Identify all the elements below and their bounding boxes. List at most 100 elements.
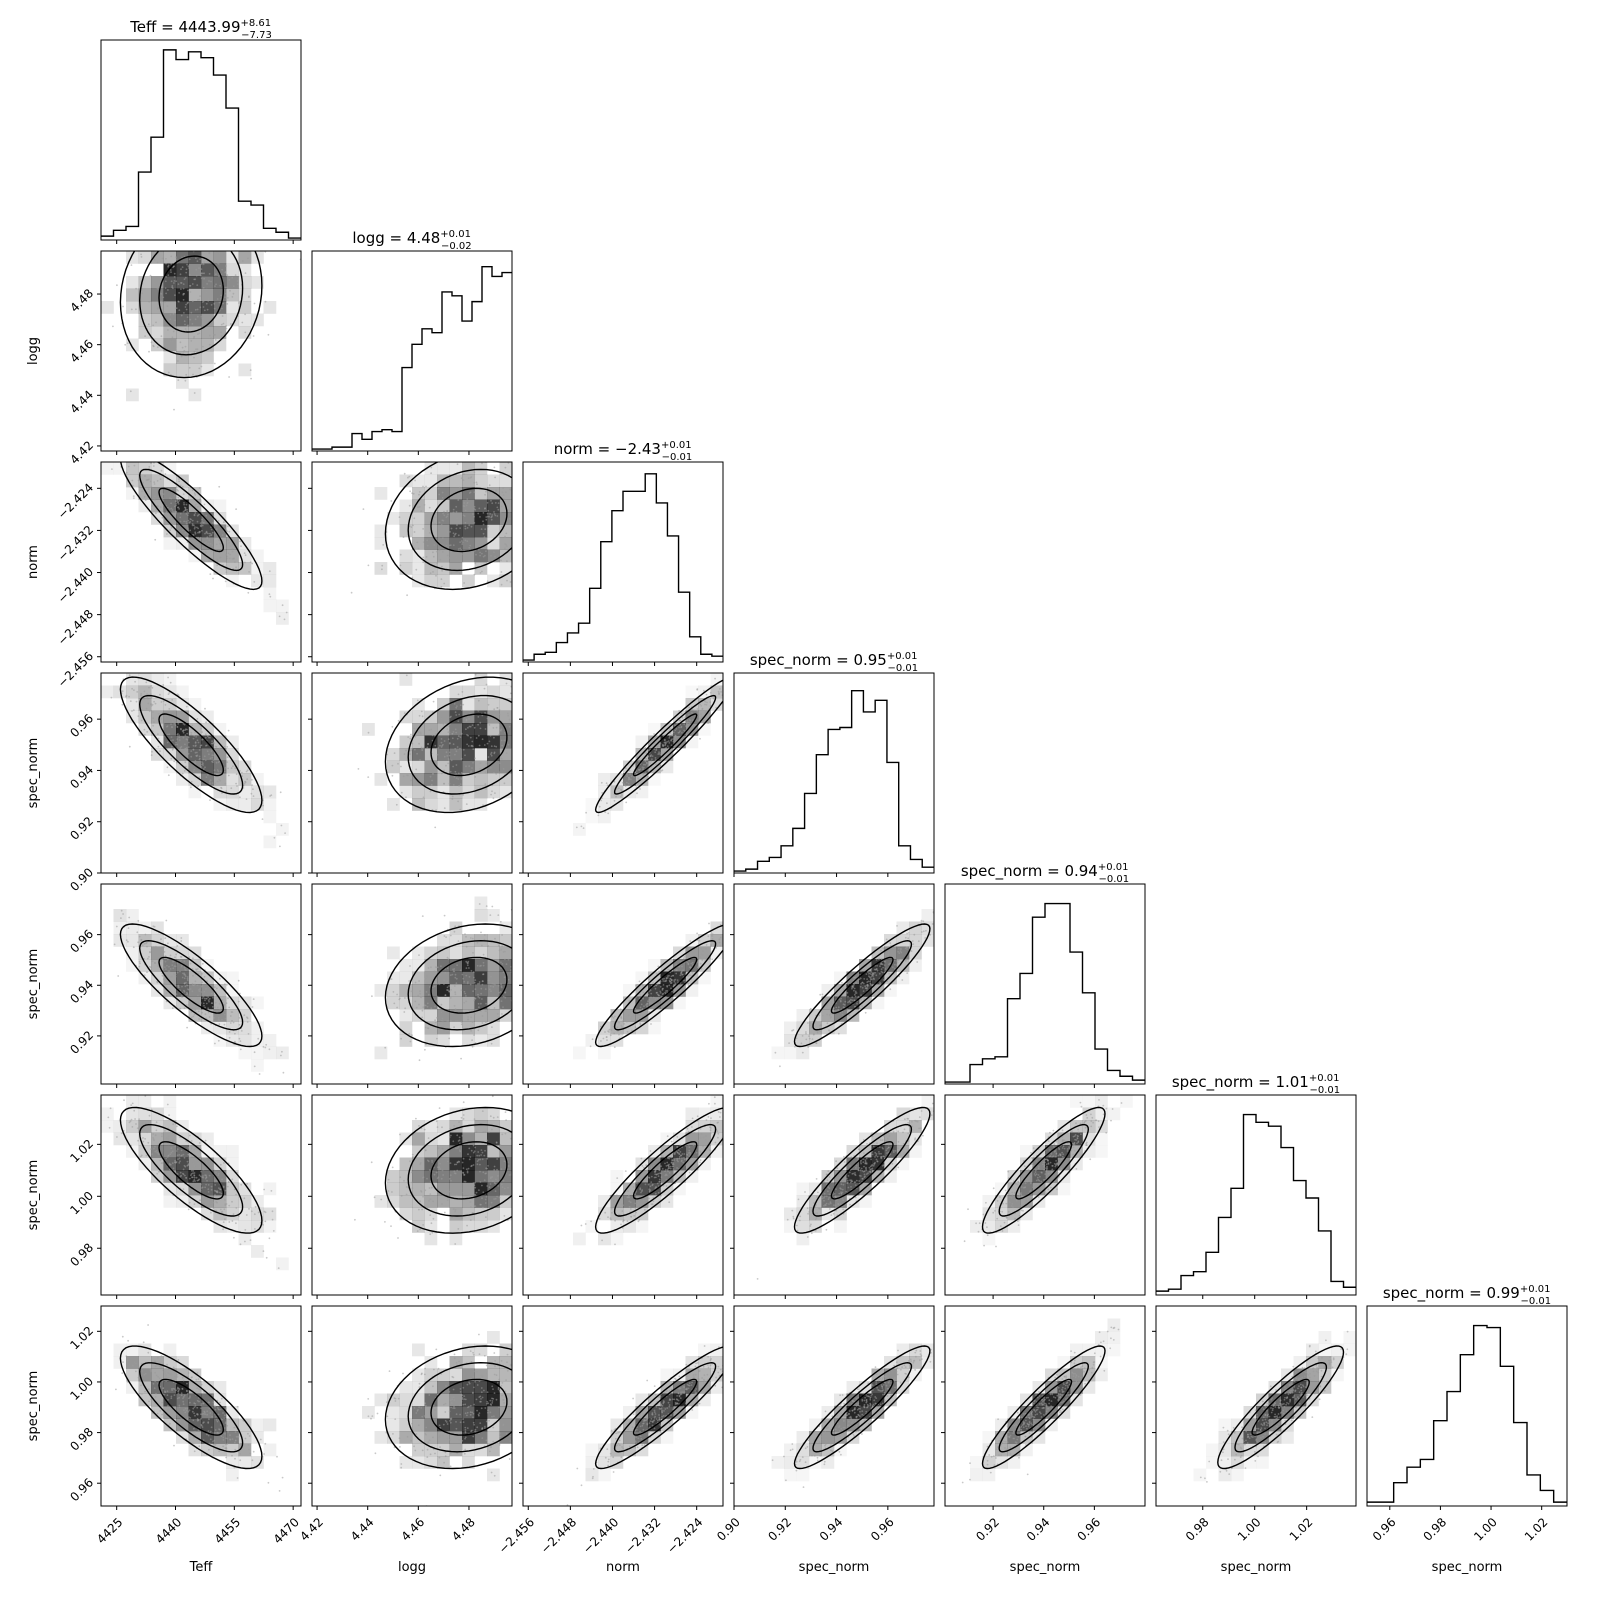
contour <box>1251 1378 1310 1436</box>
y-tick-label: 4.44 <box>67 388 96 417</box>
scatter-panel-5-4 <box>941 1094 1146 1299</box>
panel-frame <box>522 883 724 1085</box>
contour <box>812 939 913 1031</box>
y-tick-label: −2.432 <box>55 523 96 564</box>
contour <box>594 679 723 814</box>
contour <box>407 939 512 1031</box>
panel-frame <box>100 672 302 874</box>
contour <box>138 694 244 795</box>
contour <box>138 468 244 572</box>
title-plus: +0.01 <box>661 440 692 451</box>
scatter-panel-6-1 <box>308 1305 513 1510</box>
panel-frame <box>522 1305 724 1507</box>
x-tick-label: −2.432 <box>622 1515 663 1556</box>
x-tick-label: 0.90 <box>714 1515 743 1544</box>
contour <box>981 1345 1106 1470</box>
contour <box>119 676 263 814</box>
scatter-panel-6-4 <box>941 1305 1146 1510</box>
panel-frame <box>100 1305 302 1507</box>
panel-frame <box>311 1305 513 1507</box>
panel-frame <box>522 672 724 874</box>
x-axis-label: spec_norm <box>1432 1560 1503 1575</box>
title-minus: −0.01 <box>1310 1085 1341 1096</box>
hist-panel-2 <box>522 461 724 666</box>
contour <box>430 1378 508 1436</box>
x-tick-label: 4.44 <box>348 1515 377 1544</box>
x-tick-label: 4425 <box>94 1515 125 1546</box>
scatter-panel-6-0 <box>97 1305 302 1510</box>
y-tick-label: −2.440 <box>55 565 96 606</box>
panel-frame <box>944 1094 1146 1296</box>
contour <box>830 956 894 1014</box>
panel-frame <box>100 883 302 1085</box>
y-tick-label: 0.92 <box>67 1028 96 1057</box>
x-tick-label: 1.00 <box>1235 1515 1264 1544</box>
panel-title-2: norm = −2.43+0.01 −0.01 <box>554 440 693 463</box>
histogram-1 <box>312 266 512 450</box>
contour <box>119 1345 263 1470</box>
title-minus: −0.01 <box>1521 1296 1552 1307</box>
contour <box>138 1124 244 1217</box>
contour <box>138 939 244 1031</box>
y-tick-label: 4.48 <box>67 286 96 315</box>
histogram-5 <box>1156 1113 1356 1292</box>
contour <box>407 1123 512 1217</box>
contour <box>632 713 698 777</box>
panel-frame <box>1155 1305 1357 1507</box>
title-minus: −7.73 <box>241 30 272 41</box>
contour <box>1217 1345 1345 1470</box>
panel-frame <box>100 1094 302 1296</box>
scatter-panel-6-2 <box>519 1305 724 1510</box>
x-tick-label: −2.424 <box>664 1515 705 1556</box>
x-axis-label: norm <box>606 1560 640 1575</box>
x-tick-label: −2.456 <box>496 1515 537 1556</box>
scatter-panel-5-1 <box>308 1094 513 1299</box>
y-axis-label: spec_norm <box>26 1371 41 1442</box>
panel-frame <box>733 672 935 874</box>
x-tick-label: 0.94 <box>817 1515 846 1544</box>
y-axis-label: spec_norm <box>26 1160 41 1231</box>
panel-title-5: spec_norm = 1.01+0.01 −0.01 <box>1172 1073 1340 1096</box>
x-axis-label: spec_norm <box>1221 1560 1292 1575</box>
title-minus: −0.01 <box>888 663 919 674</box>
histogram-3 <box>734 689 934 872</box>
contour <box>430 1141 508 1200</box>
scatter-panel-5-3 <box>730 1094 935 1299</box>
scatter-panel-3-0 <box>97 672 302 877</box>
contour <box>158 1141 225 1200</box>
hist-panel-0 <box>100 39 302 244</box>
contour <box>594 1346 723 1470</box>
scatter-panel-4-3 <box>730 883 935 1088</box>
y-tick-label: −2.424 <box>55 481 96 522</box>
histogram-4 <box>945 902 1145 1083</box>
x-tick-label: 4.46 <box>398 1515 427 1544</box>
y-tick-label: 0.98 <box>67 1240 96 1269</box>
x-tick-label: −2.440 <box>580 1515 621 1556</box>
y-tick-label: −2.456 <box>55 649 96 690</box>
contour <box>613 694 717 795</box>
panel-frame <box>944 1305 1146 1507</box>
histogram-0 <box>101 49 301 239</box>
panel-frame <box>733 1094 935 1296</box>
x-tick-label: 1.02 <box>1287 1515 1316 1544</box>
hist-panel-6 <box>1366 1305 1568 1510</box>
x-tick-label: 0.92 <box>973 1515 1002 1544</box>
contour <box>384 462 512 591</box>
contour <box>158 255 225 333</box>
title-plus: +0.01 <box>1098 862 1129 873</box>
y-tick-label: 0.96 <box>67 1475 96 1504</box>
scatter-panel-5-0 <box>97 1094 302 1299</box>
contour <box>120 462 263 591</box>
histogram-6 <box>1367 1324 1567 1503</box>
panel-frame <box>100 250 302 452</box>
x-tick-label: 4455 <box>212 1515 243 1546</box>
scatter-panel-5-2 <box>519 1094 724 1299</box>
y-tick-label: 0.94 <box>67 977 96 1006</box>
x-tick-label: 0.96 <box>868 1515 897 1544</box>
panel-frame <box>733 883 935 1085</box>
panel-title-6: spec_norm = 0.99+0.01 −0.01 <box>1383 1284 1551 1307</box>
y-tick-label: 0.98 <box>67 1425 96 1454</box>
contour <box>430 487 508 553</box>
contour <box>158 713 225 777</box>
